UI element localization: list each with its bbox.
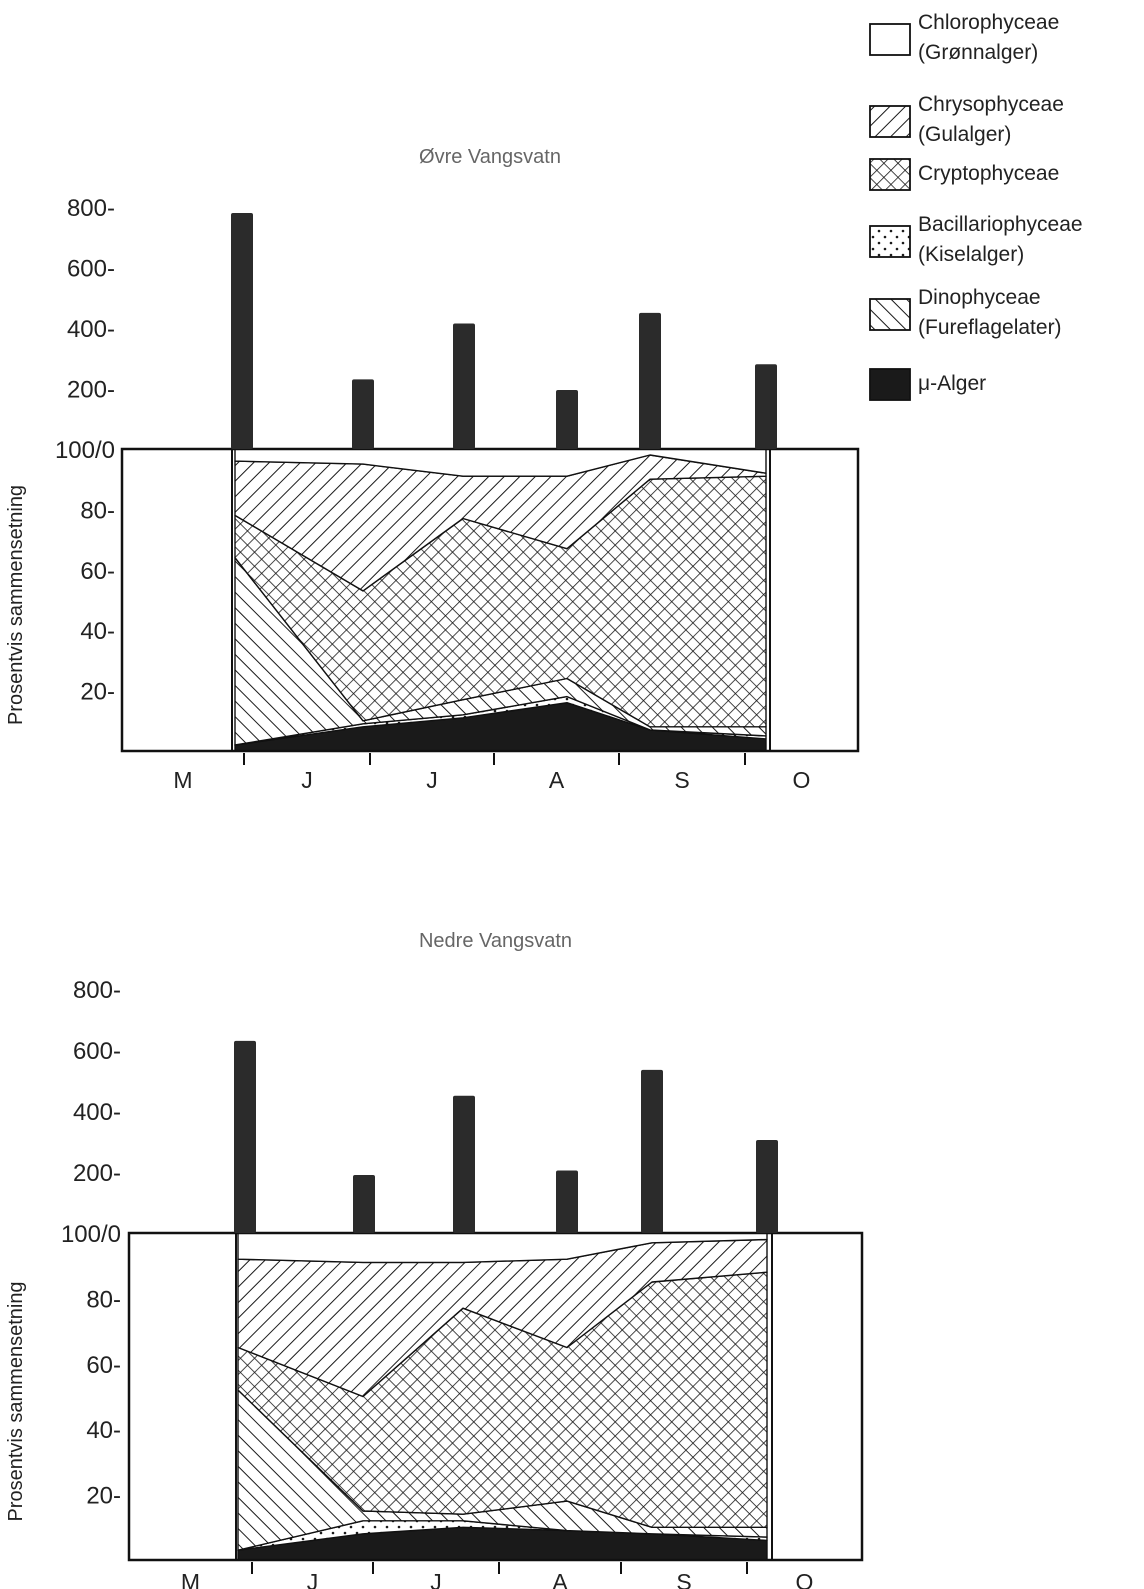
legend: Chlorophyceae (Grønnalger) Chrysophyceae (G… — [869, 11, 1083, 401]
month-label-6: O — [793, 767, 811, 793]
bar-1 — [234, 1040, 256, 1233]
y-axis-label: Prosentvis sammensetning — [5, 485, 27, 725]
panel-ovre-vangsvatn: Øvre Vangsvatn 800- 600- 400- 200- 100/0 80- 60… — [5, 146, 860, 793]
month-label-4: A — [552, 1569, 568, 1589]
legend-label-chrysophyceae: (Gulalger) — [918, 123, 1011, 146]
tick-pct-80: 80- — [86, 1286, 121, 1313]
month-label-2: J — [301, 767, 313, 793]
bar-4 — [556, 1170, 578, 1233]
month-label-3: J — [430, 1569, 442, 1589]
tick-top-600: 600- — [73, 1038, 121, 1065]
legend-swatch-bacillariophyceae — [869, 225, 911, 258]
legend-swatch-my_alger — [869, 368, 911, 401]
tick-top-800: 800- — [73, 977, 121, 1004]
tick-pct-80: 80- — [80, 497, 115, 524]
plot-frame — [120, 447, 860, 753]
month-label-6: O — [796, 1569, 814, 1589]
legend-label-cryptophyceae: Cryptophyceae — [918, 162, 1059, 185]
month-label-5: S — [674, 767, 689, 793]
tick-top-600: 600- — [67, 256, 115, 283]
panel-nedre-vangsvatn: Nedre Vangsvatn 800- 600- 400- 200- 100/0 80- 6… — [5, 930, 864, 1589]
legend-swatch-cryptophyceae — [869, 158, 911, 191]
bar-6 — [755, 364, 777, 449]
month-label-2: J — [307, 1569, 319, 1589]
bar-5 — [639, 312, 661, 449]
tick-pct-100-0: 100/0 — [61, 1221, 121, 1248]
legend-label-my_alger: μ-Alger — [918, 372, 986, 395]
legend-label-bacillariophyceae: (Kiselalger) — [918, 243, 1024, 266]
month-label-1: M — [181, 1569, 200, 1589]
tick-top-400: 400- — [73, 1099, 121, 1126]
tick-pct-60: 60- — [80, 558, 115, 585]
legend-swatch-chlorophyceae — [869, 23, 911, 56]
tick-top-800: 800- — [67, 195, 115, 222]
chart-title: Øvre Vangsvatn — [419, 146, 561, 168]
legend-label-chlorophyceae: (Grønnalger) — [918, 41, 1038, 64]
bar-6 — [756, 1139, 778, 1233]
tick-top-200: 200- — [73, 1160, 121, 1187]
tick-pct-100-0: 100/0 — [55, 437, 115, 464]
month-label-5: S — [676, 1569, 691, 1589]
tick-pct-40: 40- — [86, 1417, 121, 1444]
bar-2 — [353, 1175, 375, 1233]
plot-frame — [127, 1231, 864, 1562]
legend-label-chrysophyceae: Chrysophyceae — [918, 93, 1064, 116]
bar-4 — [556, 390, 578, 449]
tick-pct-60: 60- — [86, 1352, 121, 1379]
legend-label-bacillariophyceae: Bacillariophyceae — [918, 213, 1083, 236]
legend-label-dinophyceae: (Fureflagelater) — [918, 316, 1062, 339]
legend-label-dinophyceae: Dinophyceae — [918, 286, 1041, 309]
bar-1 — [231, 213, 253, 449]
tick-top-400: 400- — [67, 316, 115, 343]
bar-5 — [641, 1069, 663, 1233]
bar-2 — [352, 379, 374, 449]
legend-swatch-dinophyceae — [869, 298, 911, 331]
legend-label-chlorophyceae: Chlorophyceae — [918, 11, 1059, 34]
tick-pct-40: 40- — [80, 618, 115, 645]
bar-3 — [453, 323, 475, 449]
tick-pct-20: 20- — [86, 1483, 121, 1510]
month-label-3: J — [426, 767, 438, 793]
tick-top-200: 200- — [67, 377, 115, 404]
bar-3 — [453, 1095, 475, 1233]
month-label-4: A — [549, 767, 565, 793]
tick-pct-20: 20- — [80, 679, 115, 706]
legend-swatch-chrysophyceae — [869, 105, 911, 138]
month-label-1: M — [173, 767, 192, 793]
y-axis-label: Prosentvis sammensetning — [5, 1281, 27, 1521]
chart-title: Nedre Vangsvatn — [419, 930, 572, 952]
